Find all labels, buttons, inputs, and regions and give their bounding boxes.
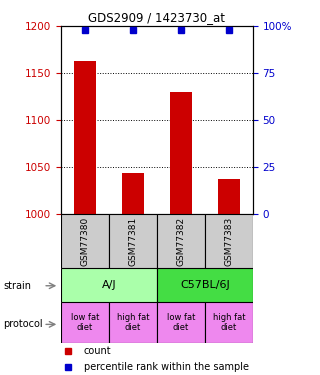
Bar [61, 302, 109, 343]
Bar [109, 302, 157, 343]
Text: protocol: protocol [3, 320, 43, 329]
Bar [61, 214, 109, 268]
Bar [157, 214, 205, 268]
Text: count: count [84, 346, 111, 356]
Text: GSM77381: GSM77381 [128, 216, 137, 266]
Text: GSM77382: GSM77382 [176, 216, 185, 266]
Bar [122, 173, 144, 214]
Text: A/J: A/J [101, 280, 116, 290]
Text: low fat
diet: low fat diet [167, 313, 195, 332]
Text: GSM77383: GSM77383 [224, 216, 233, 266]
Text: low fat
diet: low fat diet [71, 313, 99, 332]
Text: GSM77380: GSM77380 [80, 216, 89, 266]
Bar [61, 268, 157, 302]
Bar [218, 179, 240, 214]
Text: C57BL/6J: C57BL/6J [180, 280, 230, 290]
Bar [205, 302, 253, 343]
Text: high fat
diet: high fat diet [212, 313, 245, 332]
Bar [109, 214, 157, 268]
Bar [205, 214, 253, 268]
Bar [74, 61, 96, 214]
Title: GDS2909 / 1423730_at: GDS2909 / 1423730_at [88, 11, 225, 24]
Text: percentile rank within the sample: percentile rank within the sample [84, 362, 249, 372]
Bar [157, 302, 205, 343]
Text: strain: strain [3, 281, 31, 291]
Text: high fat
diet: high fat diet [116, 313, 149, 332]
Bar [170, 92, 192, 214]
Bar [157, 268, 253, 302]
